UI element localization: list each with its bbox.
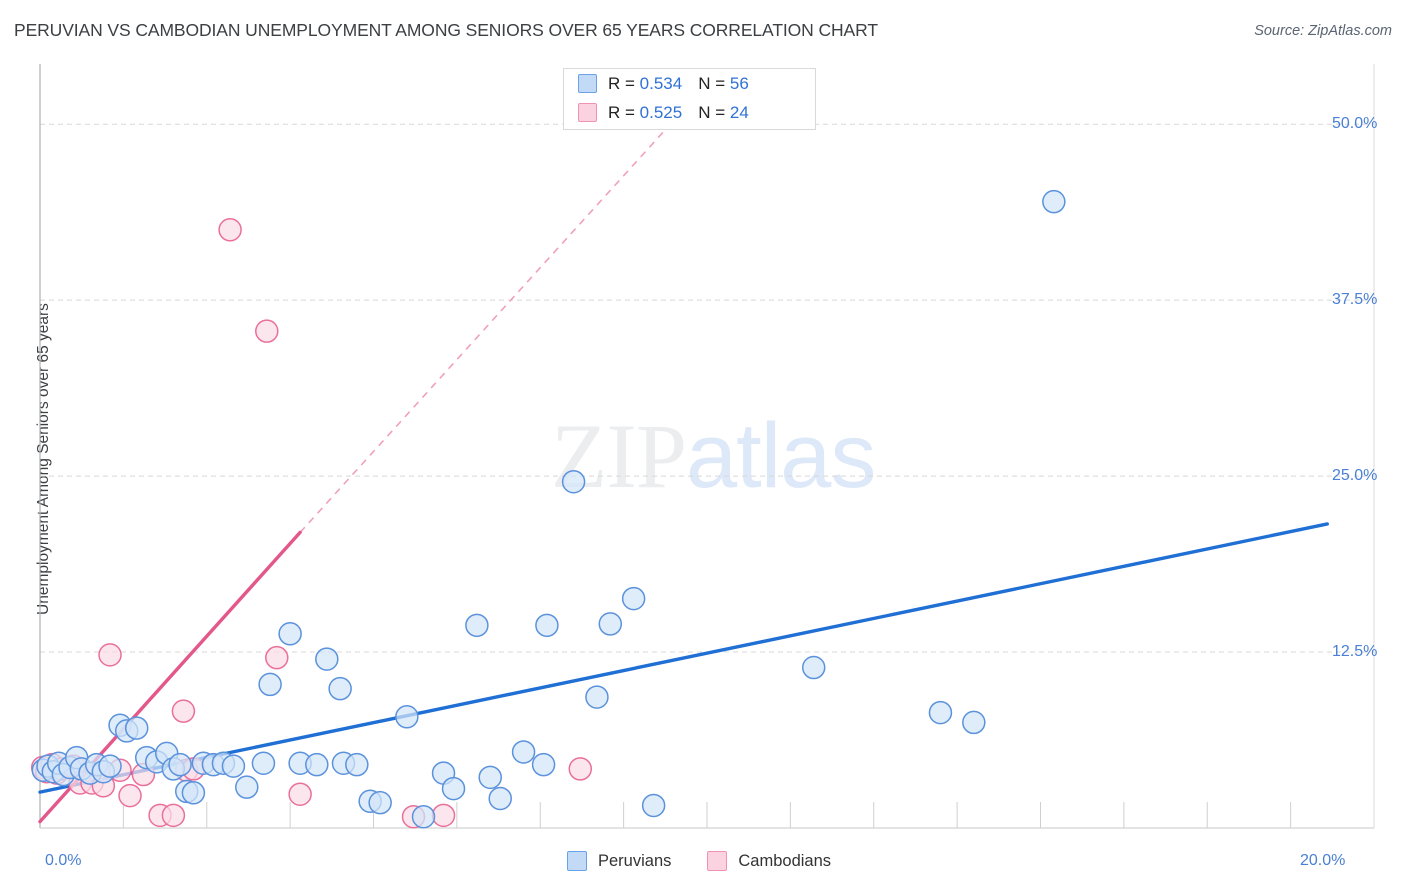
source-attribution: Source: ZipAtlas.com — [1254, 23, 1392, 39]
legend-item-peruvians[interactable]: Peruvians — [567, 851, 671, 871]
stats-text-cambodians: R = 0.525 N = 24 — [608, 103, 749, 123]
data-point — [598, 612, 623, 636]
correlation-stats-box: R = 0.534 N = 56 R = 0.525 N = 24 — [563, 68, 816, 130]
legend-item-cambodians[interactable]: Cambodians — [707, 851, 831, 871]
x-tick-label-max: 20.0% — [1300, 852, 1346, 869]
data-point — [251, 751, 276, 776]
x-tick-label-min: 0.0% — [45, 852, 82, 869]
data-point — [258, 672, 282, 697]
y-tick-label-0: 50.0% — [1332, 115, 1378, 133]
stats-row-cambodians: R = 0.525 N = 24 — [564, 98, 815, 127]
data-point — [181, 781, 206, 805]
stats-row-peruvians: R = 0.534 N = 56 — [564, 69, 815, 98]
data-point — [441, 776, 466, 801]
data-point — [235, 775, 259, 799]
stats-r-label-peruvians: R = — [608, 73, 640, 93]
trendline-peruvians — [38, 522, 1330, 794]
data-point — [328, 676, 352, 701]
stats-n-value-peruvians: 56 — [729, 73, 749, 93]
data-point — [168, 752, 192, 777]
data-point — [395, 705, 419, 729]
data-point — [465, 613, 489, 638]
data-point — [1042, 189, 1066, 214]
stats-r-label-cambodians: R = — [608, 102, 640, 122]
series-legend: Peruvians Cambodians — [567, 851, 867, 871]
y-tick-label-2: 25.0% — [1332, 467, 1378, 485]
legend-label-peruvians: Peruvians — [598, 851, 672, 870]
data-point — [641, 793, 666, 818]
data-point — [368, 790, 392, 815]
data-point — [118, 783, 142, 808]
y-tick-label-3: 12.5% — [1332, 643, 1378, 661]
data-point — [585, 685, 609, 709]
data-point — [218, 218, 242, 242]
data-point — [221, 754, 246, 778]
stats-n-label-cambodians: N = — [698, 102, 730, 122]
data-point — [962, 710, 986, 735]
data-point — [535, 613, 559, 638]
stats-swatch-cambodians — [578, 103, 597, 122]
data-point — [431, 803, 456, 828]
data-point — [511, 740, 536, 764]
stats-swatch-peruvians — [578, 74, 597, 93]
data-point — [305, 752, 329, 777]
data-point — [561, 469, 586, 494]
stats-text-peruvians: R = 0.534 N = 56 — [608, 74, 749, 94]
data-point — [161, 803, 186, 828]
page-title: PERUVIAN VS CAMBODIAN UNEMPLOYMENT AMONG… — [14, 20, 878, 40]
legend-label-cambodians: Cambodians — [738, 851, 832, 870]
legend-swatch-cambodians — [707, 851, 728, 871]
data-point — [98, 754, 122, 778]
stats-r-value-peruvians: 0.534 — [639, 73, 683, 93]
data-point — [478, 765, 502, 790]
data-point — [621, 586, 646, 611]
data-point — [411, 804, 436, 829]
data-point — [278, 622, 302, 646]
data-point — [531, 752, 556, 777]
data-point — [98, 643, 122, 667]
data-point — [265, 645, 289, 670]
points-peruvians — [31, 189, 1066, 829]
stats-n-value-cambodians: 24 — [729, 102, 749, 122]
data-point — [568, 757, 593, 781]
data-point — [315, 647, 339, 671]
legend-swatch-peruvians — [567, 851, 587, 871]
data-point — [928, 700, 953, 725]
data-point — [801, 655, 826, 680]
data-point — [124, 716, 149, 740]
data-point — [171, 699, 196, 723]
y-tick-label-1: 37.5% — [1332, 291, 1378, 309]
data-point — [288, 782, 312, 806]
stats-n-label-peruvians: N = — [698, 73, 730, 93]
trendline-extension-cambodians — [299, 123, 671, 533]
data-point — [255, 319, 279, 343]
stats-r-value-cambodians: 0.525 — [639, 102, 683, 122]
data-point — [345, 752, 369, 777]
data-point — [488, 786, 512, 811]
